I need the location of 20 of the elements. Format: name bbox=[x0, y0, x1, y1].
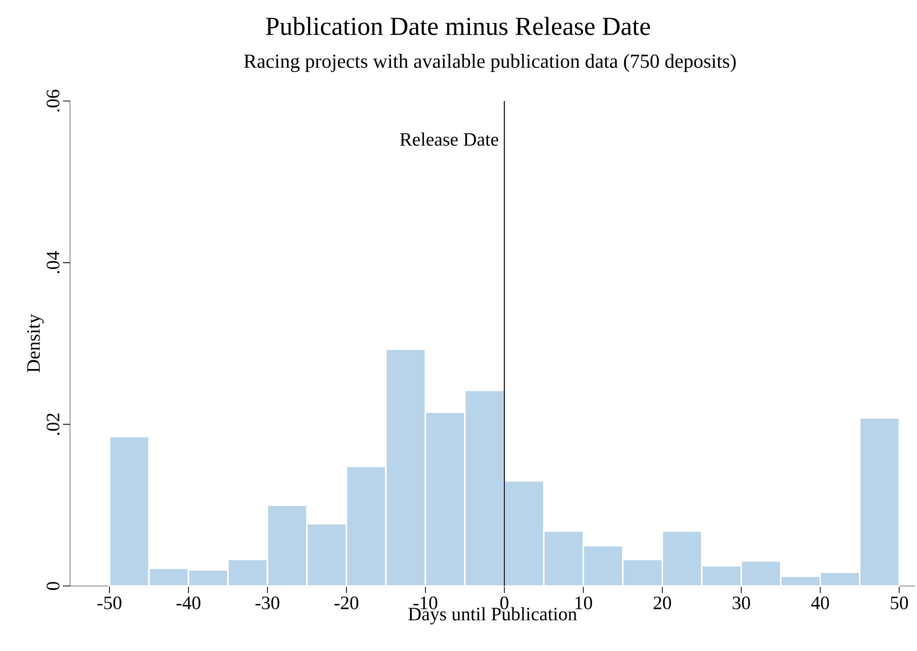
x-tick-label: 40 bbox=[811, 596, 829, 610]
x-tick-label: -30 bbox=[256, 596, 280, 610]
y-tick-label: .02 bbox=[46, 414, 60, 435]
y-tick-label: .06 bbox=[46, 90, 60, 112]
chart-subtitle: Racing projects with available publication data (750 deposits) bbox=[244, 54, 736, 72]
x-tick-label: -20 bbox=[334, 596, 358, 610]
x-tick-label: 0 bbox=[500, 596, 508, 610]
x-tick-label: 30 bbox=[732, 596, 750, 610]
x-tick-label: 50 bbox=[890, 596, 908, 610]
y-tick-label: 0 bbox=[46, 582, 60, 590]
x-tick-label: 20 bbox=[654, 596, 672, 610]
x-axis-title: Days until Publication bbox=[408, 607, 577, 624]
x-tick-label: -40 bbox=[176, 596, 200, 610]
y-axis-title: Density bbox=[27, 314, 44, 372]
ref-line-label: Release Date bbox=[400, 132, 498, 146]
chart-title: Publication Date minus Release Date bbox=[266, 16, 650, 36]
x-tick-label: -50 bbox=[98, 596, 122, 610]
x-tick-label: -10 bbox=[413, 596, 438, 610]
y-tick-label: .04 bbox=[46, 251, 60, 274]
x-tick-label: 10 bbox=[576, 596, 592, 610]
